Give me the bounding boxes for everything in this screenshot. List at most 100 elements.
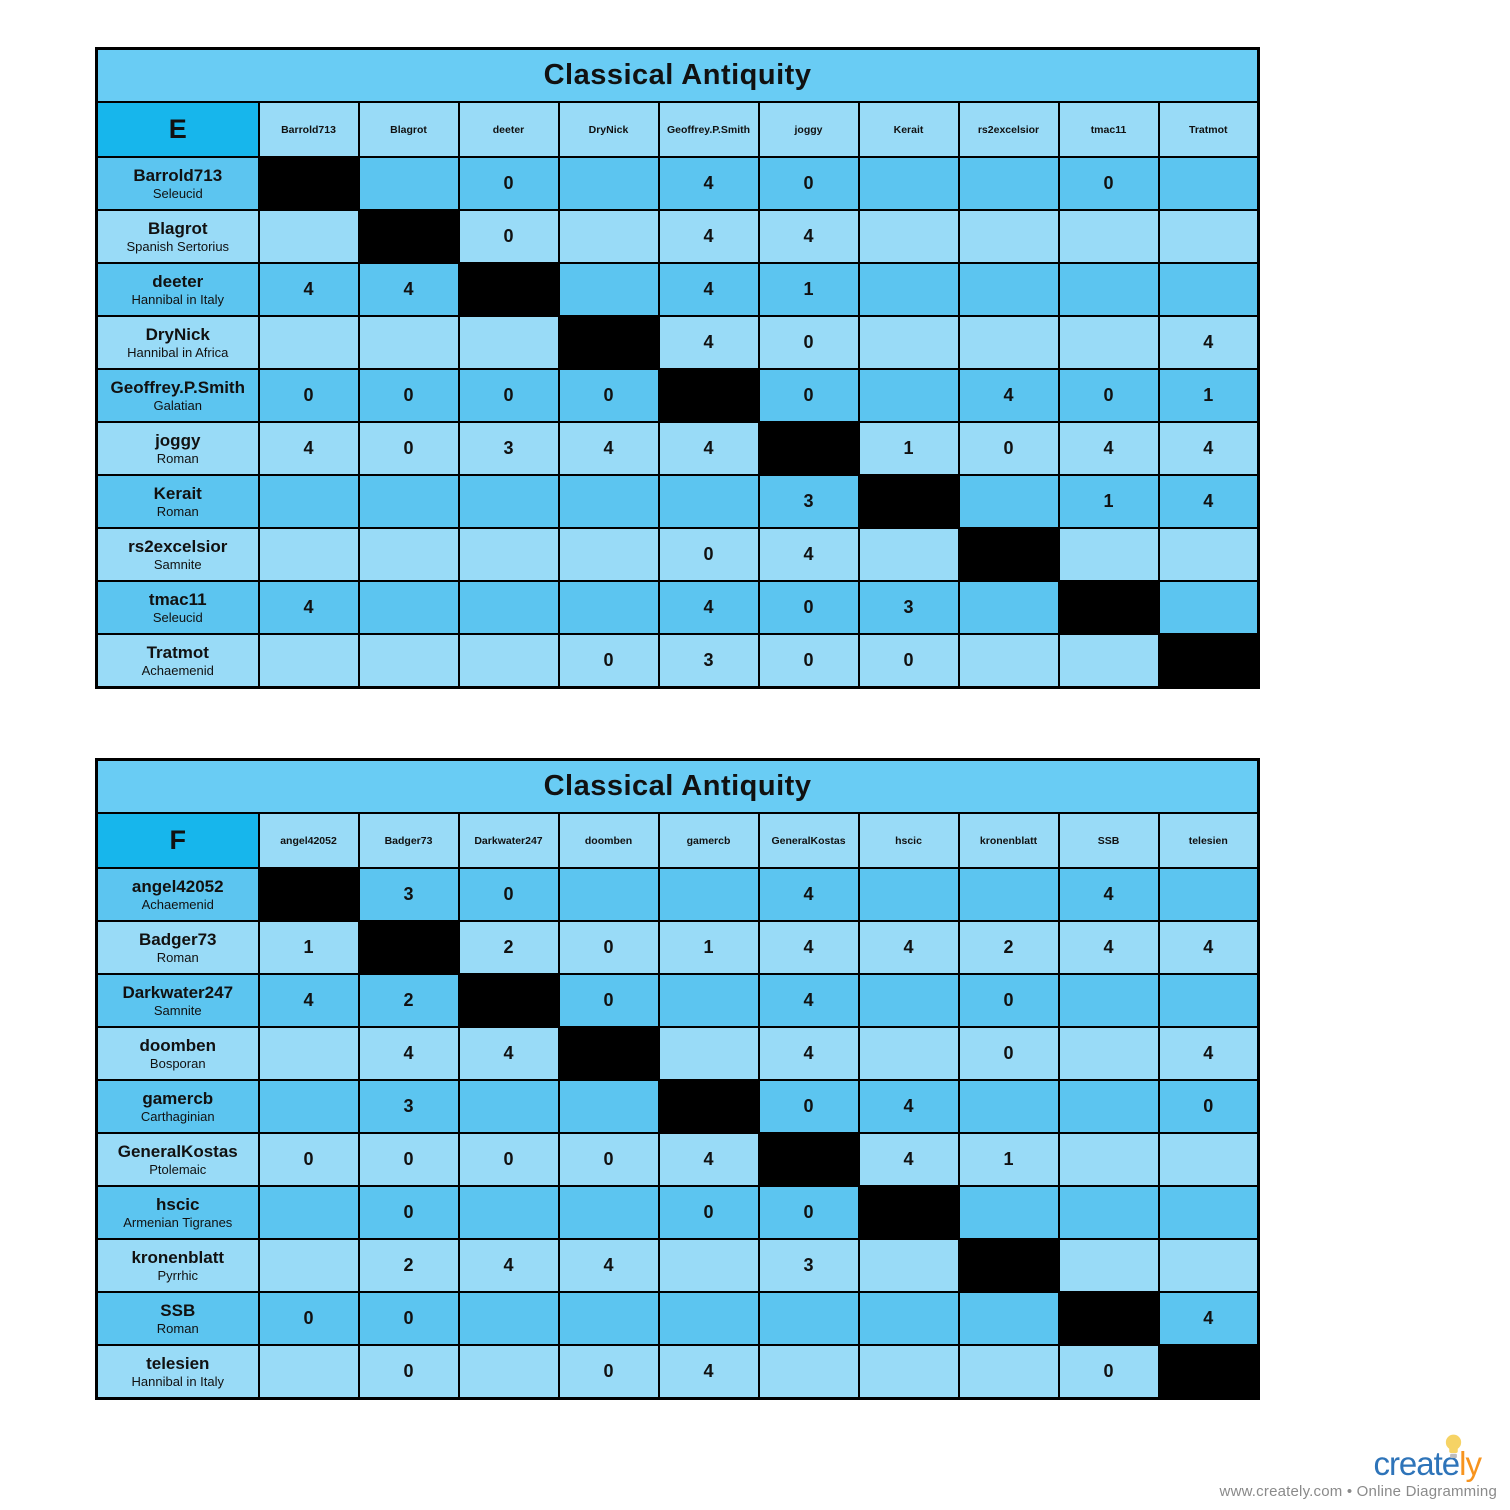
column-header: SSB [1057,812,1160,869]
result-cell: 4 [757,1026,860,1081]
player-faction: Roman [156,504,199,520]
result-cell [257,527,360,582]
group-label: E [95,101,260,158]
self-cell [457,262,560,317]
result-cell: 0 [357,1185,460,1240]
crosstable-group-e: Classical Antiquity E Barrold713 Blagrot dee… [95,47,1261,689]
self-cell [1157,633,1260,689]
result-cell [1157,1132,1260,1187]
result-cell [857,1026,960,1081]
result-cell: 4 [657,1344,760,1400]
player-faction: Galatian [153,398,202,414]
result-cell: 0 [757,1185,860,1240]
result-cell: 0 [1157,1079,1260,1134]
result-cell [457,580,560,635]
self-cell [757,1132,860,1187]
result-cell [457,474,560,529]
row-header: kronenblatt Pyrrhic [95,1238,260,1293]
column-header: deeter [457,101,560,158]
column-header: gamercb [657,812,760,869]
result-cell [557,527,660,582]
result-cell: 3 [357,1079,460,1134]
player-faction: Pyrrhic [157,1268,198,1284]
self-cell [357,209,460,264]
result-cell: 4 [1057,920,1160,975]
result-cell [557,262,660,317]
row-header: deeter Hannibal in Italy [95,262,260,317]
player-faction: Ptolemaic [149,1162,207,1178]
table-row: telesien Hannibal in Italy 0 0 4 0 [95,1344,1260,1400]
player-name: SSB [160,1301,196,1321]
self-cell [857,474,960,529]
self-cell [1057,580,1160,635]
self-cell [257,156,360,211]
group-label: F [95,812,260,869]
row-header: joggy Roman [95,421,260,476]
result-cell [357,474,460,529]
result-cell [1157,209,1260,264]
result-cell [457,1079,560,1134]
logo-text-orange: ly [1459,1444,1482,1482]
result-cell [257,1238,360,1293]
result-cell [357,315,460,370]
self-cell [1157,1344,1260,1400]
result-cell: 0 [357,1344,460,1400]
result-cell: 4 [1157,474,1260,529]
result-cell [1057,973,1160,1028]
result-cell: 0 [757,315,860,370]
row-header: DryNick Hannibal in Africa [95,315,260,370]
result-cell: 4 [257,262,360,317]
column-header: Kerait [857,101,960,158]
self-cell [957,527,1060,582]
self-cell [557,1026,660,1081]
result-cell [1057,209,1160,264]
table-title: Classical Antiquity [95,47,1260,103]
row-header: Barrold713 Seleucid [95,156,260,211]
result-cell [757,1291,860,1346]
self-cell [557,315,660,370]
row-header: rs2excelsior Samnite [95,527,260,582]
result-cell: 0 [457,867,560,922]
result-cell [657,973,760,1028]
result-cell: 2 [957,920,1060,975]
table-row: Blagrot Spanish Sertorius 0 4 4 [95,209,1260,264]
result-cell: 4 [957,368,1060,423]
column-header: Geoffrey.P.Smith [657,101,760,158]
result-cell [657,1291,760,1346]
result-cell: 4 [657,156,760,211]
result-cell: 0 [557,973,660,1028]
player-name: joggy [155,431,201,451]
player-name: Darkwater247 [122,983,234,1003]
result-cell: 4 [357,262,460,317]
table-row: hscic Armenian Tigranes 0 0 0 [95,1185,1260,1240]
row-header: doomben Bosporan [95,1026,260,1081]
self-cell [657,368,760,423]
result-cell [357,156,460,211]
row-header: angel42052 Achaemenid [95,867,260,922]
result-cell: 4 [257,973,360,1028]
player-faction: Hannibal in Africa [127,345,229,361]
result-cell: 4 [1057,867,1160,922]
result-cell: 4 [457,1026,560,1081]
result-cell: 4 [257,580,360,635]
result-cell: 0 [557,1132,660,1187]
result-cell: 1 [957,1132,1060,1187]
result-cell [557,1291,660,1346]
result-cell: 0 [257,1132,360,1187]
self-cell [957,1238,1060,1293]
row-header: Geoffrey.P.Smith Galatian [95,368,260,423]
result-cell [1057,262,1160,317]
result-cell: 0 [857,633,960,689]
result-cell [1057,315,1160,370]
row-header: Kerait Roman [95,474,260,529]
result-cell [957,1291,1060,1346]
table-row: deeter Hannibal in Italy 4 4 4 1 [95,262,1260,317]
result-cell [357,580,460,635]
player-name: kronenblatt [131,1248,225,1268]
result-cell: 0 [1057,156,1160,211]
result-cell: 0 [757,1079,860,1134]
column-header: Darkwater247 [457,812,560,869]
result-cell: 2 [457,920,560,975]
result-cell [457,315,560,370]
